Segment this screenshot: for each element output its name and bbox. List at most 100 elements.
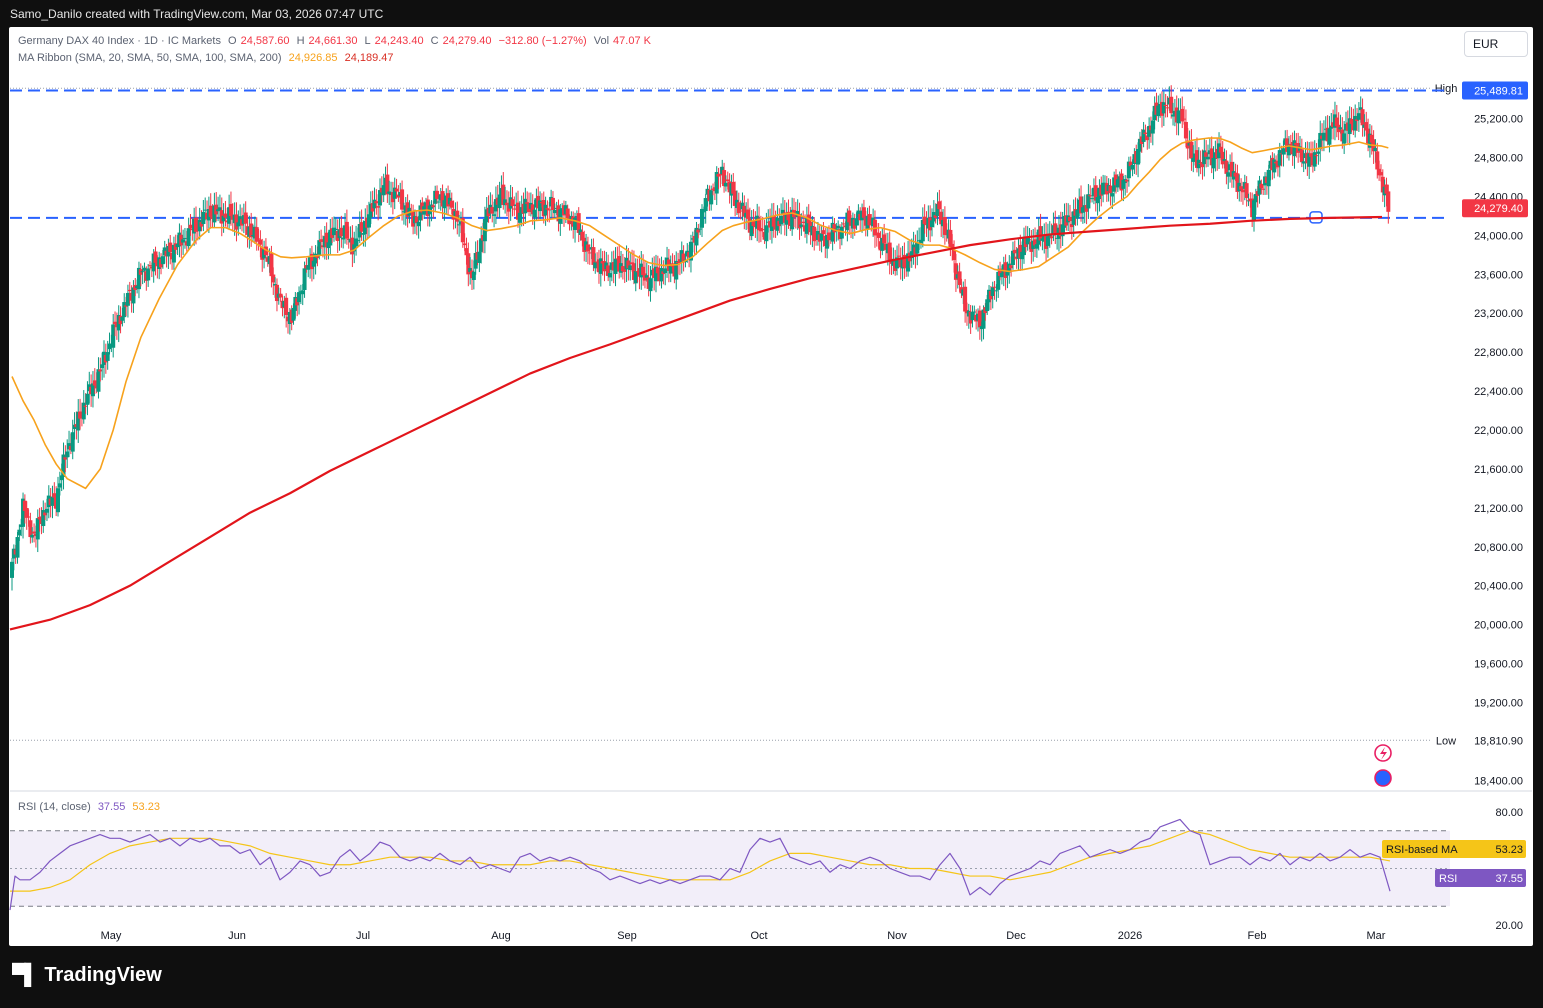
candle-body [503,199,508,206]
candle-body [628,265,633,271]
rsi-ma-tag-value: 53.23 [1495,844,1523,856]
price-tick-label: 19,600.00 [1474,659,1523,671]
currency-button[interactable]: EUR [1464,31,1528,57]
candle-body [332,227,336,236]
candle-body [416,221,421,227]
candle-body [1047,233,1052,239]
candle-body [918,239,923,244]
candle-body [171,244,176,263]
candle-body [1156,105,1161,117]
price-tick-label: 20,800.00 [1474,542,1523,554]
candle-body [1090,198,1095,200]
candle-body [30,534,35,538]
candle-body [418,205,423,221]
candle-body [273,284,278,286]
candle-body [663,268,668,274]
tradingview-logo-icon: ▀▌ [12,964,38,986]
rsi-legend[interactable]: RSI (14, close) 37.55 53.23 [18,801,164,813]
candle-body [939,211,944,225]
candle-body [1183,121,1188,139]
candle-body [920,219,925,242]
close-label: C [430,35,439,47]
globe-event-icon[interactable] [1374,769,1392,787]
last-price-tag-bg [1462,199,1528,218]
candle-body [977,310,982,328]
candle-body [731,181,736,194]
candle-body [1101,182,1106,195]
symbol-label[interactable]: Germany DAX 40 Index · 1D · IC Markets [18,35,221,47]
candle-body [771,215,776,227]
candle-body [1088,195,1093,197]
candle-body [1240,189,1245,193]
candle-body [786,211,791,221]
candle-body [1141,129,1146,142]
candle-body [457,224,462,226]
candle-body [1229,161,1234,177]
candle-body [15,537,20,558]
candle-body [59,475,64,481]
candle-body [998,268,1003,276]
candle-body [1136,148,1141,165]
candle-body [922,216,927,225]
candle-body [120,317,125,321]
candle-body [1045,236,1050,246]
candle-body [1375,151,1380,170]
candle-body [319,239,324,242]
candle-body [538,200,543,212]
candle-body [1010,250,1015,265]
candle-body [208,205,213,217]
candle-body [223,213,228,218]
candle-body [1093,185,1098,201]
low-tag-label: Low [1436,735,1456,747]
candle-body [1189,141,1194,159]
candle-body [497,194,502,209]
candle-body [442,200,447,209]
candle-body [359,222,364,232]
candle-body [142,267,147,271]
candle-body [1200,161,1205,168]
candle-body [10,561,14,578]
candle-body [622,269,627,272]
candle-body [160,256,165,265]
price-tick-label: 20,400.00 [1474,581,1523,593]
candle-body [839,226,844,239]
candle-body [593,262,598,269]
candle-body [725,179,730,181]
candle-body [1239,186,1244,190]
candle-body [746,209,750,219]
candle-body [44,508,49,513]
candle-body [821,230,826,235]
candle-body [199,222,204,227]
candle-body [990,287,995,297]
candle-body [1347,118,1352,135]
candle-body [300,290,305,295]
ma-ribbon-legend[interactable]: MA Ribbon (SMA, 20, SMA, 50, SMA, 100, S… [18,52,398,64]
candle-body [906,253,911,272]
candle-body [819,233,824,241]
candle-body [455,210,460,222]
candle-body [188,224,193,229]
chart-panel[interactable] [9,27,1533,946]
candle-body [136,267,141,290]
candle-body [234,214,239,230]
candle-body [836,225,841,229]
candle-body [742,205,747,217]
candle-body [26,516,31,518]
candle-body [490,207,495,214]
candle-body [626,260,631,269]
candle-body [532,209,537,218]
candle-body [1147,126,1152,137]
candle-body [140,271,145,273]
candle-body [1334,117,1339,127]
candle-body [148,265,152,267]
candle-body [1369,134,1374,143]
candle-body [523,198,528,214]
tradingview-brand[interactable]: ▀▌ TradingView [12,964,162,987]
candle-body [1005,269,1010,276]
candle-body [676,262,681,264]
volume-value: 47.07 K [613,35,651,47]
candle-body [992,286,997,288]
candle-body [61,454,66,477]
brand-name: TradingView [44,964,162,986]
